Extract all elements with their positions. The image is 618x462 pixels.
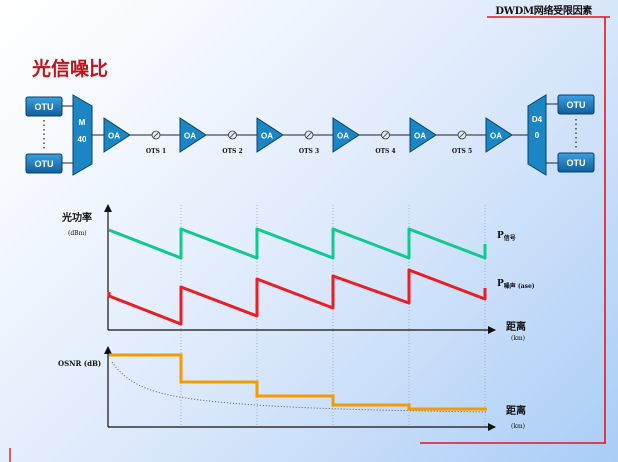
osnr-chart: OSNR (dB) 距离 (km) <box>58 346 526 431</box>
fiber-coil-icon <box>228 130 237 140</box>
fiber-coil-icon <box>151 130 161 140</box>
svg-text:M: M <box>79 118 86 127</box>
fiber-coil-icon <box>381 130 390 140</box>
noise-power-line <box>107 268 487 326</box>
amplifier-oa: OA <box>409 117 437 153</box>
frame-lines <box>9 16 610 462</box>
power-y-label: 光功率 <box>61 211 92 224</box>
amplifier-label: OA <box>184 132 196 141</box>
svg-text:D4: D4 <box>532 115 543 124</box>
amplifier-chain: OA OTS 1 OA OTS 2 OA OTS 3 OA OTS 4 OA OTS 5 OA <box>92 117 528 155</box>
power-x-label: 距离 <box>506 320 526 333</box>
span-label: OTS 2 <box>222 148 242 155</box>
fiber-coil-icon <box>457 130 467 140</box>
otu-left-bottom: OTU <box>25 153 63 174</box>
svg-text:0: 0 <box>535 131 540 140</box>
span-label: OTS 4 <box>375 148 395 155</box>
span-label: OTS 3 <box>299 148 319 155</box>
amplifier-oa: OA <box>485 117 513 153</box>
svg-text:OTU: OTU <box>567 100 586 110</box>
svg-text:OTU: OTU <box>567 158 586 168</box>
osnr-decay-curve <box>111 361 488 413</box>
noise-legend: P噪声 (ase) <box>497 279 535 290</box>
svg-text:OTU: OTU <box>35 102 54 112</box>
header-title: DWDM网络受限因素 <box>495 6 592 17</box>
osnr-step-line <box>109 353 487 411</box>
signal-legend: P信号 <box>497 231 516 242</box>
amplifier-label: OA <box>414 132 426 141</box>
slide-title: 光信噪比 <box>32 58 109 80</box>
fiber-coil-icon <box>304 130 314 140</box>
otu-right-top: OTU <box>557 94 595 115</box>
amplifier-oa: OA <box>256 117 284 153</box>
span-label: OTS 1 <box>146 148 166 155</box>
network-diagram: OTU OTU M 40 OA OTS 1 OA OTS 2 OA OTS 3 OA OTS … <box>25 94 595 176</box>
osnr-x-unit: (km) <box>511 423 525 430</box>
power-chart: 光功率 (dBm) P信号 P噪声 (ase) 距离 (km) <box>61 204 535 430</box>
otu-right-bottom: OTU <box>557 152 595 173</box>
span-label: OTS 5 <box>452 148 472 155</box>
power-x-unit: (km) <box>511 335 525 342</box>
signal-power-line <box>108 227 487 260</box>
amplifier-label: OA <box>261 132 273 141</box>
power-y-unit: (dBm) <box>68 230 87 237</box>
otu-left-top: OTU <box>25 96 63 117</box>
amplifier-label: OA <box>490 132 502 141</box>
svg-text:OTU: OTU <box>35 159 54 169</box>
demux-block: D4 0 <box>527 94 547 176</box>
osnr-y-label: OSNR (dB) <box>58 359 101 368</box>
amplifier-oa: OA <box>332 117 360 153</box>
osnr-x-label: 距离 <box>506 404 526 417</box>
svg-text:40: 40 <box>78 135 87 144</box>
mux-block: M 40 <box>72 94 93 176</box>
amplifier-oa: OA <box>179 117 207 153</box>
amplifier-label: OA <box>337 132 349 141</box>
amplifier-oa: OA <box>103 117 131 153</box>
amplifier-label: OA <box>108 132 120 141</box>
